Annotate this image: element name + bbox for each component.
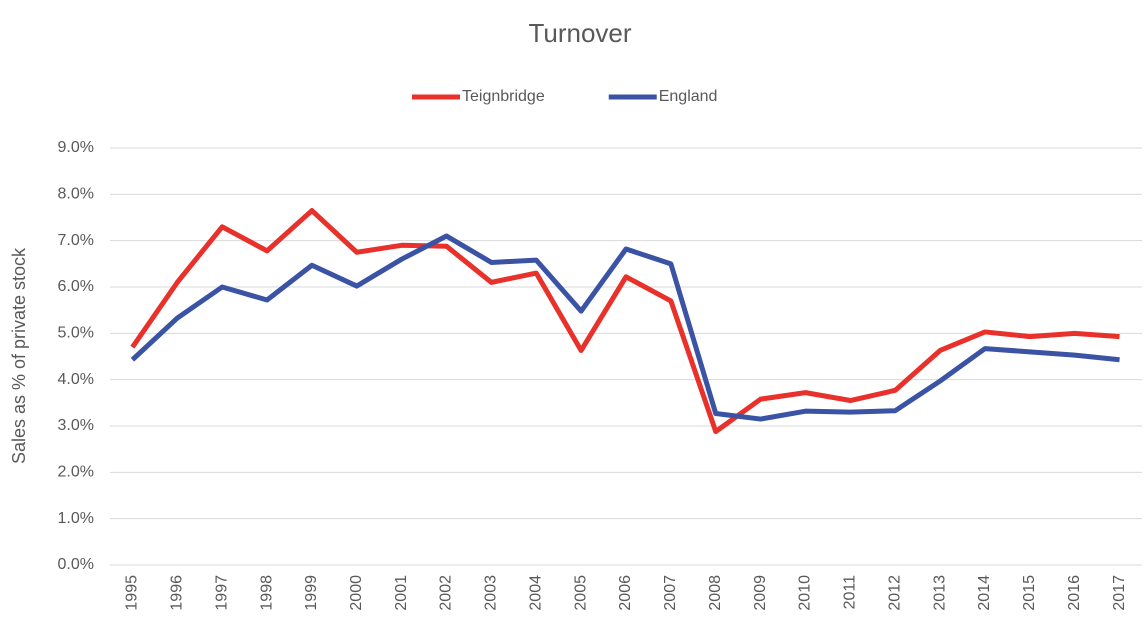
x-tick-label: 2001	[393, 575, 410, 611]
x-tick-label: 2007	[662, 575, 679, 611]
chart-title: Turnover	[528, 18, 631, 48]
y-tick-label: 9.0%	[58, 139, 94, 156]
x-tick-label: 2004	[527, 575, 544, 611]
x-tick-label: 1995	[124, 575, 141, 611]
x-tick-label: 2003	[483, 575, 500, 611]
y-tick-label: 3.0%	[58, 417, 94, 434]
line-series	[130, 233, 1120, 422]
y-tick-label: 8.0%	[58, 186, 94, 203]
y-axis-label: Sales as % of private stock	[9, 247, 29, 464]
x-tick-label: 2010	[797, 575, 814, 611]
x-tick-label: 1998	[258, 575, 275, 611]
legend-label: Teignbridge	[462, 88, 545, 105]
y-tick-label: 7.0%	[58, 232, 94, 249]
x-tick-label: 2014	[976, 575, 993, 611]
x-tick-label: 2017	[1111, 575, 1128, 611]
x-tick-label: 1999	[303, 575, 320, 611]
y-tick-label: 1.0%	[58, 510, 94, 527]
x-tick-label: 2002	[438, 575, 455, 611]
legend-label: England	[659, 88, 718, 105]
x-tick-label: 1996	[169, 575, 186, 611]
y-tick-label: 6.0%	[58, 278, 94, 295]
y-tick-label: 5.0%	[58, 325, 94, 342]
x-tick-label: 1997	[213, 575, 230, 611]
line-series	[130, 208, 1120, 435]
x-tick-label: 2011	[842, 575, 859, 610]
x-tick-label: 2000	[348, 575, 365, 611]
x-tick-label: 2015	[1021, 575, 1038, 611]
x-tick-label: 2008	[707, 575, 724, 611]
x-tick-label: 2013	[931, 575, 948, 611]
x-tick-label: 2012	[886, 575, 903, 611]
x-tick-label: 2006	[617, 575, 634, 611]
x-tick-label: 2016	[1066, 575, 1083, 611]
x-tick-label: 2009	[752, 575, 769, 611]
y-tick-label: 0.0%	[58, 556, 94, 573]
x-tick-label: 2005	[572, 575, 589, 611]
y-tick-label: 4.0%	[58, 371, 94, 388]
y-tick-label: 2.0%	[58, 464, 94, 481]
